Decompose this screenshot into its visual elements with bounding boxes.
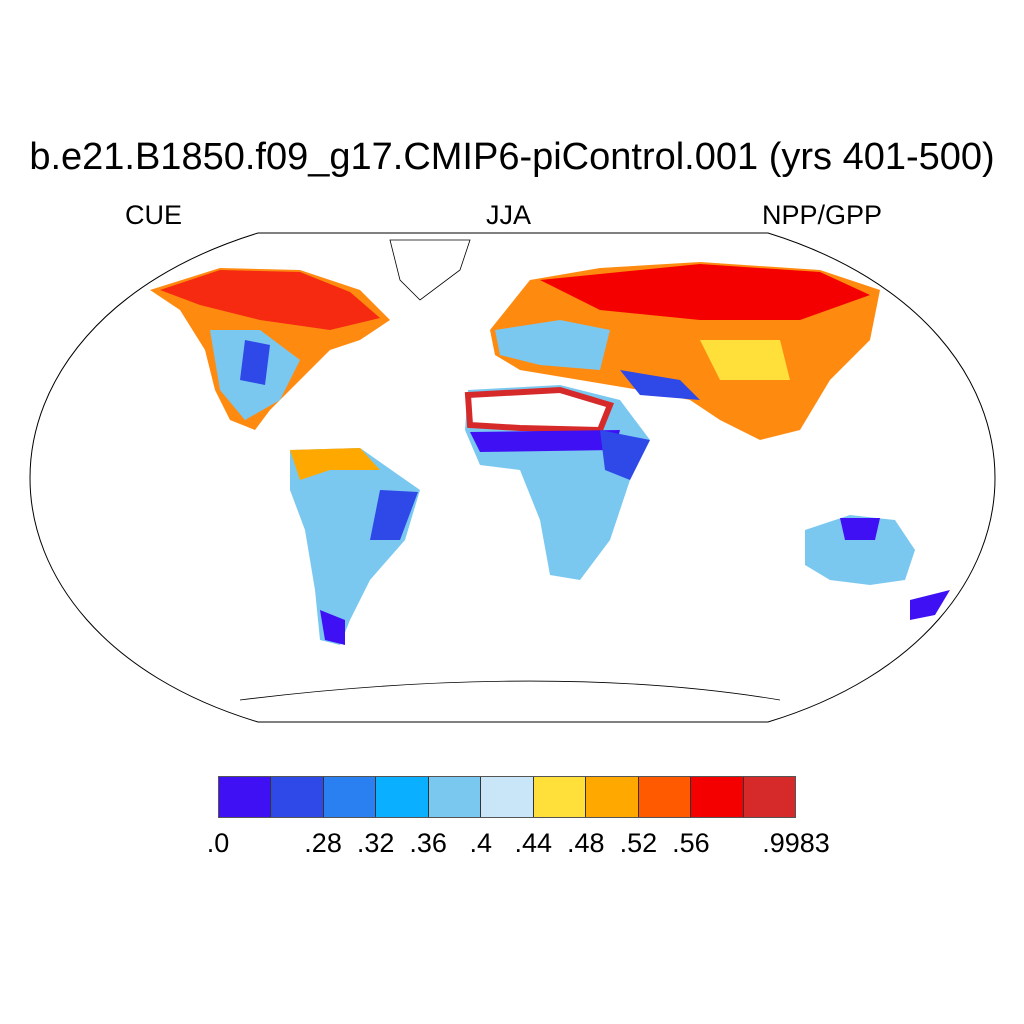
units-label: NPP/GPP	[762, 200, 883, 230]
colorbar-box	[428, 777, 482, 817]
colorbar-label: .36	[409, 828, 447, 858]
colorbar	[218, 776, 796, 818]
colorbar-box	[638, 777, 692, 817]
colorbar-box	[586, 777, 639, 817]
colorbar-box	[376, 777, 429, 817]
colorbar-label: .44	[514, 828, 553, 858]
colorbar-box	[691, 777, 744, 817]
colorbar-label: .9983	[762, 828, 830, 858]
colorbar-label: .4	[469, 828, 492, 858]
colorbar-box	[533, 777, 587, 817]
colorbar-box	[271, 777, 324, 817]
south-america	[290, 448, 420, 645]
colorbar-label: .52	[619, 828, 658, 858]
season-label: JJA	[486, 200, 532, 230]
colorbar-box	[743, 777, 795, 817]
colorbar-box	[481, 777, 534, 817]
variable-label: CUE	[125, 200, 183, 230]
colorbar-label: .28	[304, 828, 342, 858]
colorbar-box	[323, 777, 377, 817]
colorbar-label: .56	[672, 828, 710, 858]
australia	[805, 515, 915, 585]
plot-title: b.e21.B1850.f09_g17.CMIP6-piControl.001 …	[29, 136, 995, 178]
colorbar-label: .0	[206, 828, 230, 858]
colorbar-label: .48	[567, 828, 605, 858]
colorbar-box	[219, 777, 272, 817]
map-boundary	[29, 232, 996, 723]
colorbar-label: .32	[356, 828, 395, 858]
